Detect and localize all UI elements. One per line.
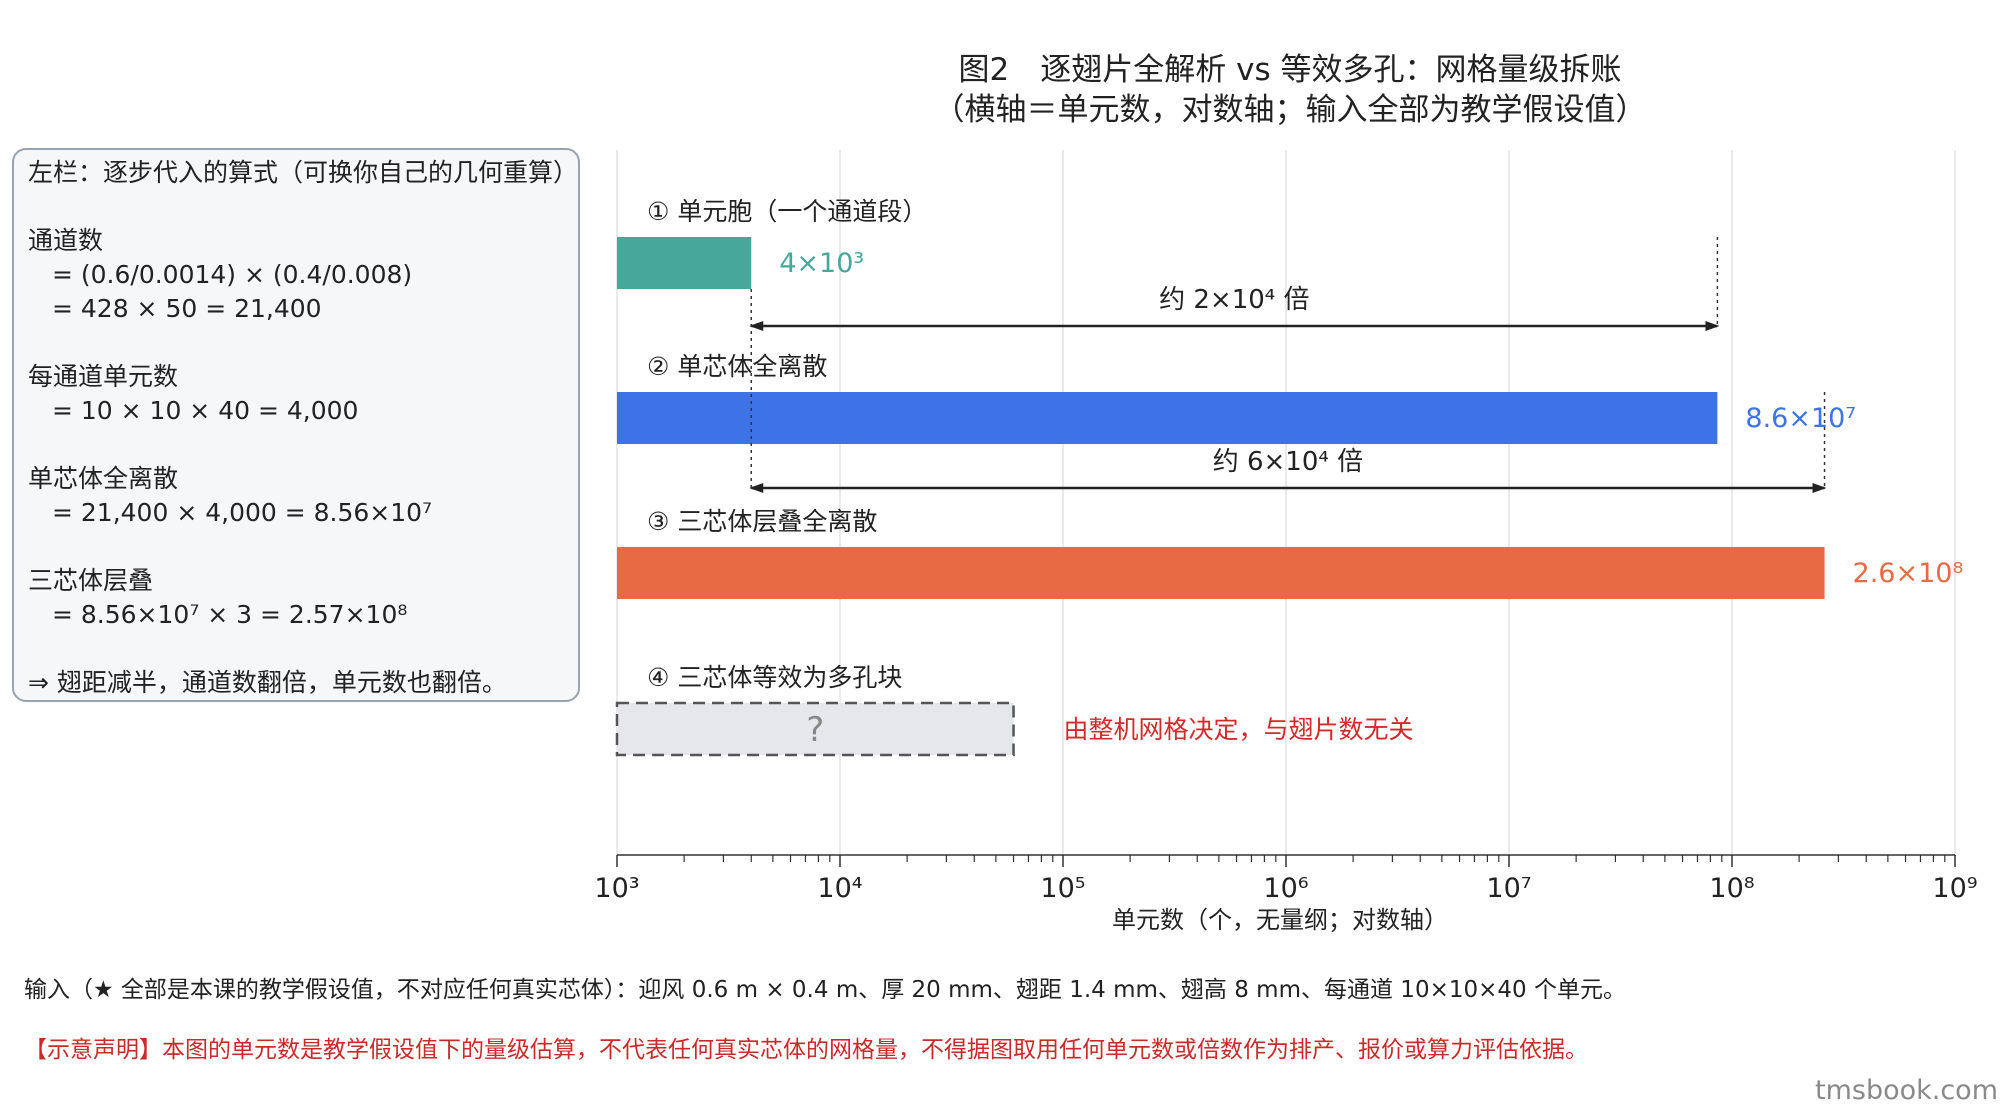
formula-line: 通道数	[28, 226, 104, 255]
inputs-note: 输入（★ 全部是本课的教学假设值，不对应任何真实芯体）：迎风 0.6 m × 0…	[24, 977, 1626, 1003]
formula-line: 每通道单元数	[28, 362, 179, 391]
x-tick-label: 10⁸	[1709, 873, 1754, 904]
bars-layer: ① 单元胞（一个通道段） 4×10³ ② 单芯体全离散 8.6×10⁷ ③ 三芯体层叠全…	[615, 197, 1964, 757]
x-tick-label: 10⁶	[1263, 873, 1308, 904]
bar-category-label: ③ 三芯体层叠全离散	[647, 507, 877, 536]
chart-title-line1: 图2 逐翅片全解析 vs 等效多孔：网格量级拆账	[958, 52, 1622, 88]
formula-line: = (0.6/0.0014) × (0.4/0.008)	[52, 260, 413, 289]
formula-line: = 10 × 10 × 40 = 4,000	[52, 396, 359, 425]
formula-line: = 8.56×10⁷ × 3 = 2.57×10⁸	[52, 600, 408, 629]
x-tick-label: 10⁴	[817, 873, 862, 904]
formula-line: = 21,400 × 4,000 = 8.56×10⁷	[52, 498, 433, 527]
annotation-label: 约 2×10⁴ 倍	[1159, 285, 1309, 315]
watermark: tmsbook.com	[1814, 1075, 1998, 1106]
bar-porous-block	[615, 701, 1015, 757]
x-tick-label: 10⁹	[1932, 873, 1977, 904]
disclaimer: 【示意声明】本图的单元数是教学假设值下的量级估算，不代表任何真实芯体的网格量，不…	[24, 1037, 1588, 1063]
bar-category-label: ④ 三芯体等效为多孔块	[647, 663, 902, 692]
bar-note: 由整机网格决定，与翅片数无关	[1064, 715, 1414, 744]
log-bar-chart: ① 单元胞（一个通道段） 4×10³ ② 单芯体全离散 8.6×10⁷ ③ 三芯体层叠全…	[594, 150, 1978, 934]
x-tick-label: 10³	[594, 873, 639, 904]
bar	[617, 237, 752, 289]
annotation-label: 约 6×10⁴ 倍	[1213, 447, 1363, 477]
bar-value-label: 2.6×10⁸	[1853, 558, 1964, 589]
x-tick-label: 10⁷	[1486, 873, 1531, 904]
bar-category-label: ① 单元胞（一个通道段）	[647, 197, 927, 226]
bar	[617, 547, 1825, 599]
formula-line: 单芯体全离散	[28, 464, 179, 493]
bar-value-label: 8.6×10⁷	[1745, 403, 1856, 434]
bar-category-label: ② 单芯体全离散	[647, 352, 827, 381]
bar-value-label: 4×10³	[779, 248, 864, 279]
bar-value-label: ?	[806, 710, 824, 750]
formula-line: ⇒ 翅距减半，通道数翻倍，单元数也翻倍。	[28, 668, 507, 697]
chart-title-line2: （横轴＝单元数，对数轴；输入全部为教学假设值）	[933, 92, 1647, 128]
chart-title: 图2 逐翅片全解析 vs 等效多孔：网格量级拆账 （横轴＝单元数，对数轴；输入全…	[620, 50, 1960, 130]
x-axis: 10³ 10⁴ 10⁵ 10⁶ 10⁷ 10⁸ 10⁹	[594, 854, 1978, 904]
formula-line: = 428 × 50 = 21,400	[52, 294, 322, 323]
x-tick-label: 10⁵	[1040, 873, 1085, 904]
formula-line: 左栏：逐步代入的算式（可换你自己的几何重算）	[28, 158, 579, 187]
formula-panel: 左栏：逐步代入的算式（可换你自己的几何重算） 通道数 = (0.6/0.0014…	[12, 148, 580, 702]
formula-line: 三芯体层叠	[28, 566, 154, 595]
bar	[617, 392, 1718, 444]
x-axis-label: 单元数（个，无量纲；对数轴）	[1112, 906, 1448, 934]
annotation-layer: 约 2×10⁴ 倍约 6×10⁴ 倍	[749, 237, 1827, 493]
